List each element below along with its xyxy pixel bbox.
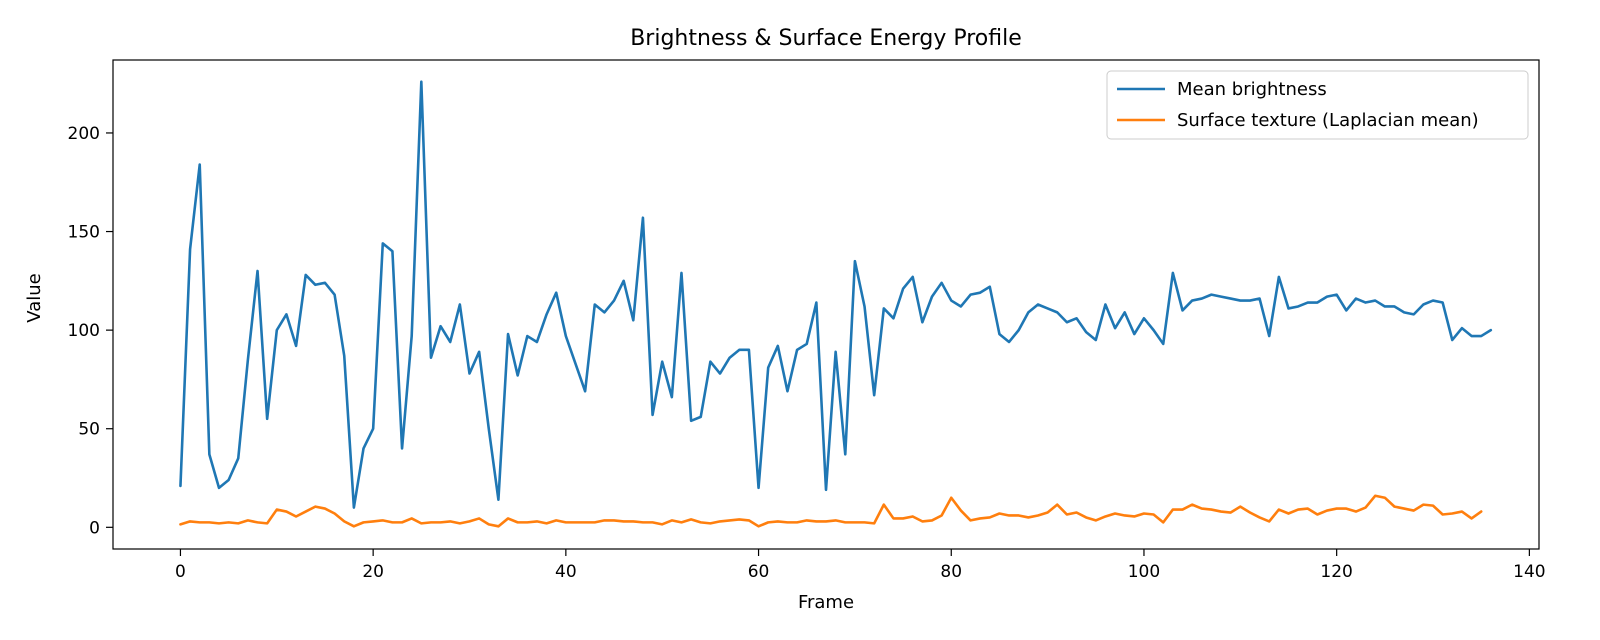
y-tick-label: 0	[89, 518, 100, 538]
legend-label-mean-brightness: Mean brightness	[1177, 79, 1327, 100]
x-tick-label: 80	[940, 562, 962, 582]
x-tick-label: 20	[362, 562, 384, 582]
series-line-mean-brightness	[179, 80, 1493, 509]
y-tick-label: 50	[78, 420, 100, 440]
x-tick-label: 100	[1128, 562, 1160, 582]
y-axis-ticks: 0 50 100 150 200	[68, 124, 113, 538]
series-layer	[179, 80, 1493, 528]
y-tick-label: 150	[68, 223, 100, 243]
x-tick-label: 40	[555, 562, 577, 582]
x-tick-label: 140	[1513, 562, 1545, 582]
legend-label-surface-texture: Surface texture (Laplacian mean)	[1177, 110, 1479, 131]
y-tick-label: 200	[68, 124, 100, 144]
x-tick-label: 60	[748, 562, 770, 582]
y-tick-label: 100	[68, 321, 100, 341]
x-tick-label: 120	[1320, 562, 1352, 582]
x-axis-title: Frame	[798, 592, 854, 613]
x-tick-label: 0	[175, 562, 186, 582]
legend: Mean brightness Surface texture (Laplaci…	[1106, 70, 1529, 140]
plot-frame	[112, 59, 1540, 550]
x-axis-ticks: 0 20 40 60 80 100 120 140	[175, 549, 1546, 582]
legend-box	[1106, 70, 1529, 140]
chart-title: Brightness & Surface Energy Profile	[630, 26, 1022, 51]
y-axis-title: Value	[24, 273, 45, 322]
series-line-surface-texture	[179, 494, 1483, 528]
